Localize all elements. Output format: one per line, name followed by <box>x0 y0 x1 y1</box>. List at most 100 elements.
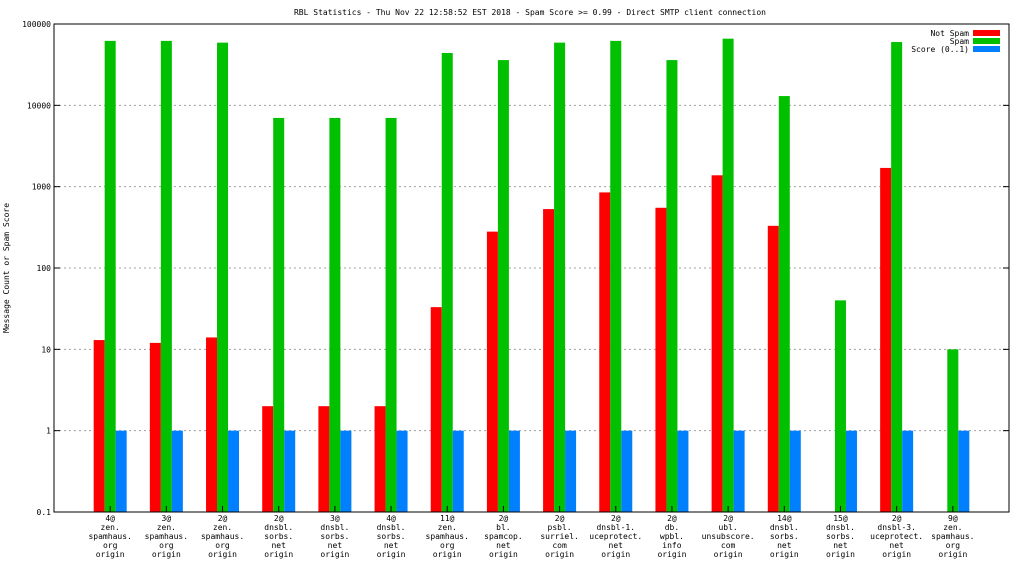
x-tick-label: 2@ db. wpbl. info origin <box>657 514 686 559</box>
bar <box>677 430 689 512</box>
bar <box>834 300 846 512</box>
x-tick-label-line: 4@ <box>105 514 115 523</box>
bar <box>160 40 172 513</box>
x-tick-label-line: wpbl. <box>660 532 684 541</box>
y-tick-label: 100000 <box>22 20 51 29</box>
bar <box>778 96 790 512</box>
x-tick-label-line: spamhaus. <box>426 532 469 541</box>
x-tick-label-line: dnsbl. <box>264 523 293 532</box>
y-tick-label: 10 <box>41 345 51 354</box>
x-tick-label-line: net <box>889 541 904 550</box>
x-tick-label-line: net <box>777 541 792 550</box>
bar <box>396 430 408 512</box>
bar <box>284 430 296 512</box>
x-tick-label-line: net <box>496 541 511 550</box>
x-tick-label-line: origin <box>152 550 181 559</box>
x-tick-label: 11@ zen. spamhaus. org origin <box>426 514 469 559</box>
x-tick-label-line: unsubscore. <box>702 532 755 541</box>
x-tick-label: 2@ psbl. surriel. com origin <box>540 514 579 559</box>
x-tick-label-line: origin <box>320 550 349 559</box>
y-tick-label: 10000 <box>27 101 51 110</box>
x-tick-label-line: origin <box>601 550 630 559</box>
bar <box>262 406 274 512</box>
bar <box>958 430 970 512</box>
x-tick-label: 2@ dnsbl-1. uceprotect. net origin <box>589 514 642 559</box>
x-tick-label-line: dnsbl. <box>770 523 799 532</box>
x-tick-label-line: 11@ <box>440 514 455 523</box>
x-tick-label-line: com <box>552 541 567 550</box>
y-tick-label: 0.1 <box>37 508 52 517</box>
bar <box>891 42 903 512</box>
x-tick-label-line: origin <box>208 550 237 559</box>
x-tick-label-line: origin <box>657 550 686 559</box>
legend-swatch <box>973 38 1000 44</box>
x-tick-label-line: origin <box>377 550 406 559</box>
x-tick-label-line: net <box>833 541 848 550</box>
x-tick-label: 2@ bl. spamcop. net origin <box>484 514 523 559</box>
bar <box>610 40 622 513</box>
x-tick-label-line: psbl. <box>548 523 572 532</box>
x-tick-label-line: origin <box>826 550 855 559</box>
bar <box>452 430 464 512</box>
x-tick-label-line: 9@ <box>948 514 958 523</box>
x-tick-label-line: org <box>103 541 118 550</box>
x-tick-label-line: spamhaus. <box>931 532 974 541</box>
bar <box>149 342 161 512</box>
x-tick-label-line: origin <box>882 550 911 559</box>
x-tick-label-line: db. <box>665 523 679 532</box>
bars <box>93 38 970 513</box>
x-tick-label-line: 2@ <box>218 514 228 523</box>
x-tick-label: 2@ ubl. unsubscore. com origin <box>702 514 755 559</box>
x-tick-label-line: zen. <box>157 523 176 532</box>
x-tick-label-line: dnsbl-1. <box>596 523 635 532</box>
legend-swatch <box>973 46 1000 52</box>
legend-label: Spam <box>950 37 969 46</box>
bar <box>789 430 801 512</box>
bar <box>666 60 678 512</box>
x-tick-label-line: info <box>662 541 681 550</box>
x-tick-label-line: 2@ <box>667 514 677 523</box>
x-tick-label-line: 4@ <box>386 514 396 523</box>
bar <box>508 430 520 512</box>
x-tick-label: 15@ dnsbl. sorbs. net origin <box>826 514 855 559</box>
x-tick-label-line: dnsbl-3. <box>877 523 916 532</box>
x-tick-label-line: surriel. <box>540 532 579 541</box>
bar <box>554 42 566 513</box>
x-tick-label-line: 14@ <box>777 514 792 523</box>
bar <box>93 340 105 512</box>
x-tick-label-line: spamhaus. <box>201 532 244 541</box>
x-tick-label-line: net <box>271 541 286 550</box>
x-tick-label: 2@ dnsbl-3. uceprotect. net origin <box>870 514 923 559</box>
x-tick-label-line: 2@ <box>274 514 284 523</box>
x-tick-label-line: dnsbl. <box>377 523 406 532</box>
bar <box>318 406 330 512</box>
y-axis-ticks: 0.1 1 10 100 1000 10000 100000 <box>22 20 1009 517</box>
x-tick-label: 2@ zen. spamhaus. org origin <box>201 514 244 559</box>
x-tick-label-line: origin <box>938 550 967 559</box>
bar <box>845 430 857 512</box>
bar <box>340 430 352 512</box>
x-tick-label-line: org <box>159 541 174 550</box>
x-tick-label-line: 2@ <box>499 514 509 523</box>
x-tick-label-line: com <box>721 541 736 550</box>
bar <box>565 430 577 512</box>
x-tick-label: 3@ dnsbl. sorbs. net origin <box>320 514 349 559</box>
x-tick-label-line: 2@ <box>611 514 621 523</box>
x-tick-label-line: sorbs. <box>264 532 293 541</box>
x-tick-label-line: 3@ <box>162 514 172 523</box>
x-tick-label-line: uceprotect. <box>870 532 923 541</box>
bar <box>115 430 127 512</box>
x-tick-label-line: 15@ <box>833 514 848 523</box>
x-tick-label: 4@ zen. spamhaus. org origin <box>88 514 131 559</box>
bar <box>104 40 116 513</box>
x-tick-label-line: zen. <box>213 523 232 532</box>
bar <box>497 60 509 512</box>
legend-label: Not Spam <box>930 29 969 38</box>
bar <box>374 406 386 512</box>
x-tick-label-line: 3@ <box>330 514 340 523</box>
x-tick-label-line: 2@ <box>892 514 902 523</box>
bar <box>329 117 341 512</box>
bar <box>441 52 453 513</box>
chart-title: RBL Statistics - Thu Nov 22 12:58:52 EST… <box>294 8 766 17</box>
